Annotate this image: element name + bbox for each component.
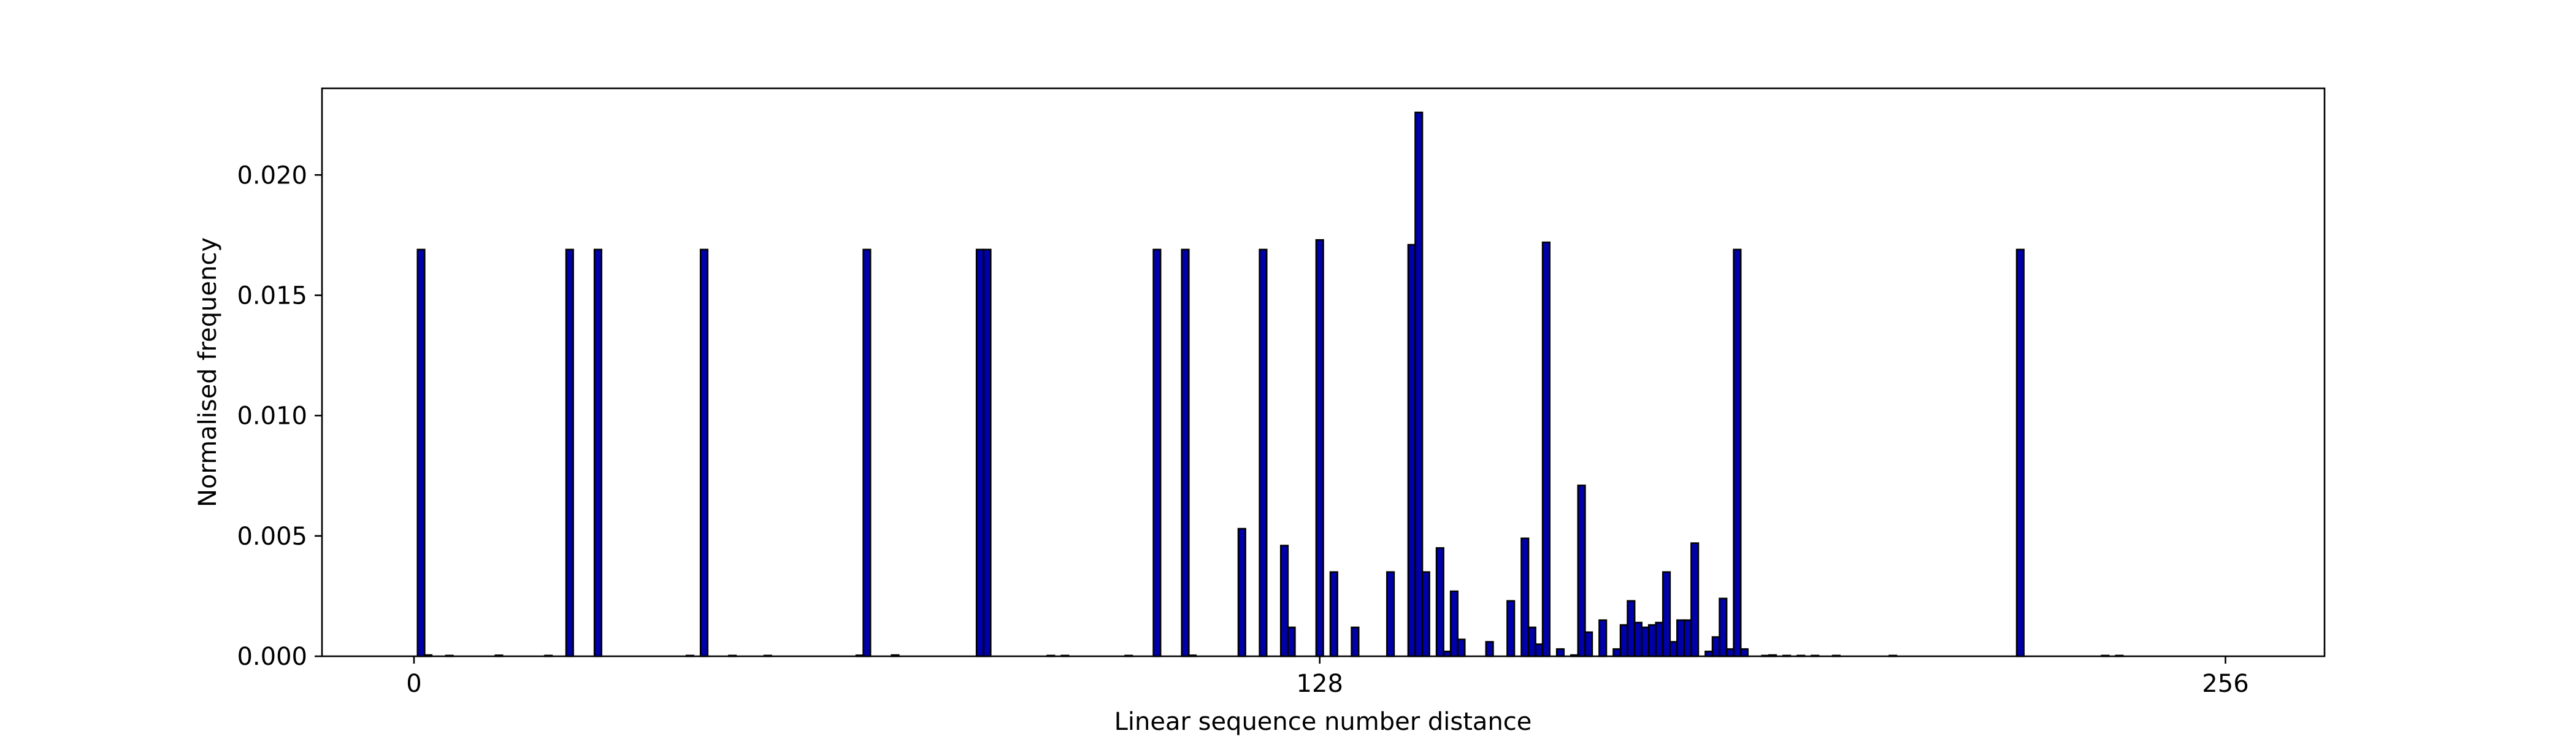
x-tick-label: 256 xyxy=(2202,670,2248,698)
bar xyxy=(1733,248,1742,657)
bar xyxy=(1627,600,1636,657)
bar xyxy=(1414,111,1424,657)
bar xyxy=(1259,248,1268,657)
x-axis-label: Linear sequence number distance xyxy=(1114,708,1532,736)
y-axis-ticks: 0.000 0.005 0.010 0.015 0.020 xyxy=(237,161,322,671)
bar xyxy=(1598,619,1608,657)
y-tick-label: 0.010 xyxy=(237,402,307,431)
bar xyxy=(1541,241,1551,657)
bar xyxy=(1655,621,1664,657)
bar xyxy=(1435,547,1444,657)
x-tick-label: 0 xyxy=(406,670,421,698)
bar xyxy=(1725,648,1735,657)
bar xyxy=(1506,600,1516,657)
bar xyxy=(975,248,985,657)
bar xyxy=(416,248,426,657)
bar xyxy=(1152,248,1162,657)
bar xyxy=(1315,239,1324,657)
bar xyxy=(1577,485,1586,657)
bar xyxy=(1619,624,1628,657)
bar xyxy=(1584,631,1593,657)
bar xyxy=(983,248,992,657)
y-tick-label: 0.000 xyxy=(237,643,307,671)
bar xyxy=(1612,648,1622,657)
bar xyxy=(1662,571,1671,657)
bar xyxy=(1527,626,1536,657)
bar xyxy=(1690,542,1700,657)
bar xyxy=(1407,243,1416,657)
bar xyxy=(1676,619,1685,657)
bars xyxy=(416,111,2124,657)
plot-frame xyxy=(321,87,2326,657)
bar xyxy=(1641,626,1650,657)
bar xyxy=(1279,545,1289,657)
x-axis-ticks: 0 128 256 xyxy=(406,656,2249,698)
bar xyxy=(1449,590,1459,657)
bar xyxy=(1287,626,1296,657)
y-tick-label: 0.020 xyxy=(237,161,307,190)
bar xyxy=(1683,619,1692,657)
bar xyxy=(1421,571,1430,657)
bar xyxy=(1520,537,1530,657)
bar xyxy=(1237,527,1246,657)
bar xyxy=(1711,636,1720,657)
bar xyxy=(1669,641,1678,657)
y-axis-label: Normalised frequency xyxy=(194,237,222,507)
bar xyxy=(699,248,709,657)
bar xyxy=(1633,621,1643,657)
bar xyxy=(1647,624,1657,657)
bar xyxy=(1351,626,1360,657)
bar xyxy=(2015,248,2025,657)
bar xyxy=(1329,571,1338,657)
bar xyxy=(1457,638,1466,657)
bar xyxy=(593,248,603,657)
bar xyxy=(1386,571,1395,657)
bar xyxy=(1555,648,1565,657)
bar xyxy=(1739,648,1749,657)
y-tick-label: 0.015 xyxy=(237,282,307,310)
x-tick-label: 128 xyxy=(1297,670,1343,698)
bar xyxy=(1485,641,1494,657)
bar xyxy=(1535,643,1544,657)
bar xyxy=(1719,597,1728,657)
y-tick-label: 0.005 xyxy=(237,523,307,551)
bar xyxy=(565,248,574,657)
bar xyxy=(862,248,872,657)
bar xyxy=(1181,248,1190,657)
